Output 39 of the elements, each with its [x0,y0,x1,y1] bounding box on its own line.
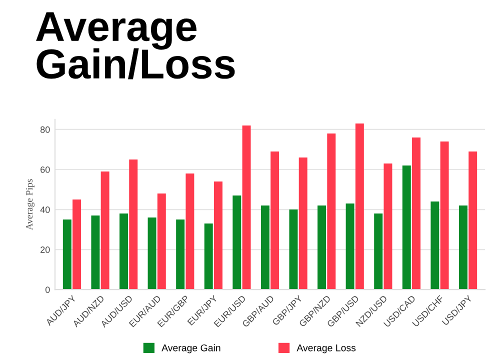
legend-label: Average Gain [162,344,220,354]
y-tick-label: 40 [40,206,50,213]
bar [204,224,213,290]
bar [120,214,128,290]
bar [72,200,82,290]
bar [384,163,392,290]
bar [468,151,478,290]
y-axis-title: Average Pips [26,179,35,230]
bar [186,174,194,290]
bar [62,220,72,290]
bar [430,202,440,290]
bar [402,166,411,290]
bar [148,218,156,290]
bar [327,133,336,290]
bar [355,123,364,290]
bar [214,182,222,290]
bar [440,141,449,290]
bar [260,206,270,290]
bar [157,194,166,290]
bar [374,214,383,290]
y-tick-label: 0 [45,286,50,293]
bar [298,157,308,290]
bar [458,206,468,290]
bar [289,210,298,290]
y-tick-label: 60 [40,166,50,173]
bar [412,137,420,290]
bar [129,159,138,290]
y-tick-label: 80 [40,126,50,133]
bar [346,204,354,290]
y-tick-label: 20 [40,246,50,253]
bar [318,206,326,290]
bar [232,196,242,290]
bar [242,125,251,290]
legend-label: Average Loss [296,344,356,354]
bar [270,151,280,290]
bar [176,220,185,290]
bar [100,172,110,290]
chart-title: Average Gain/Loss [36,12,235,80]
bar [91,216,100,290]
